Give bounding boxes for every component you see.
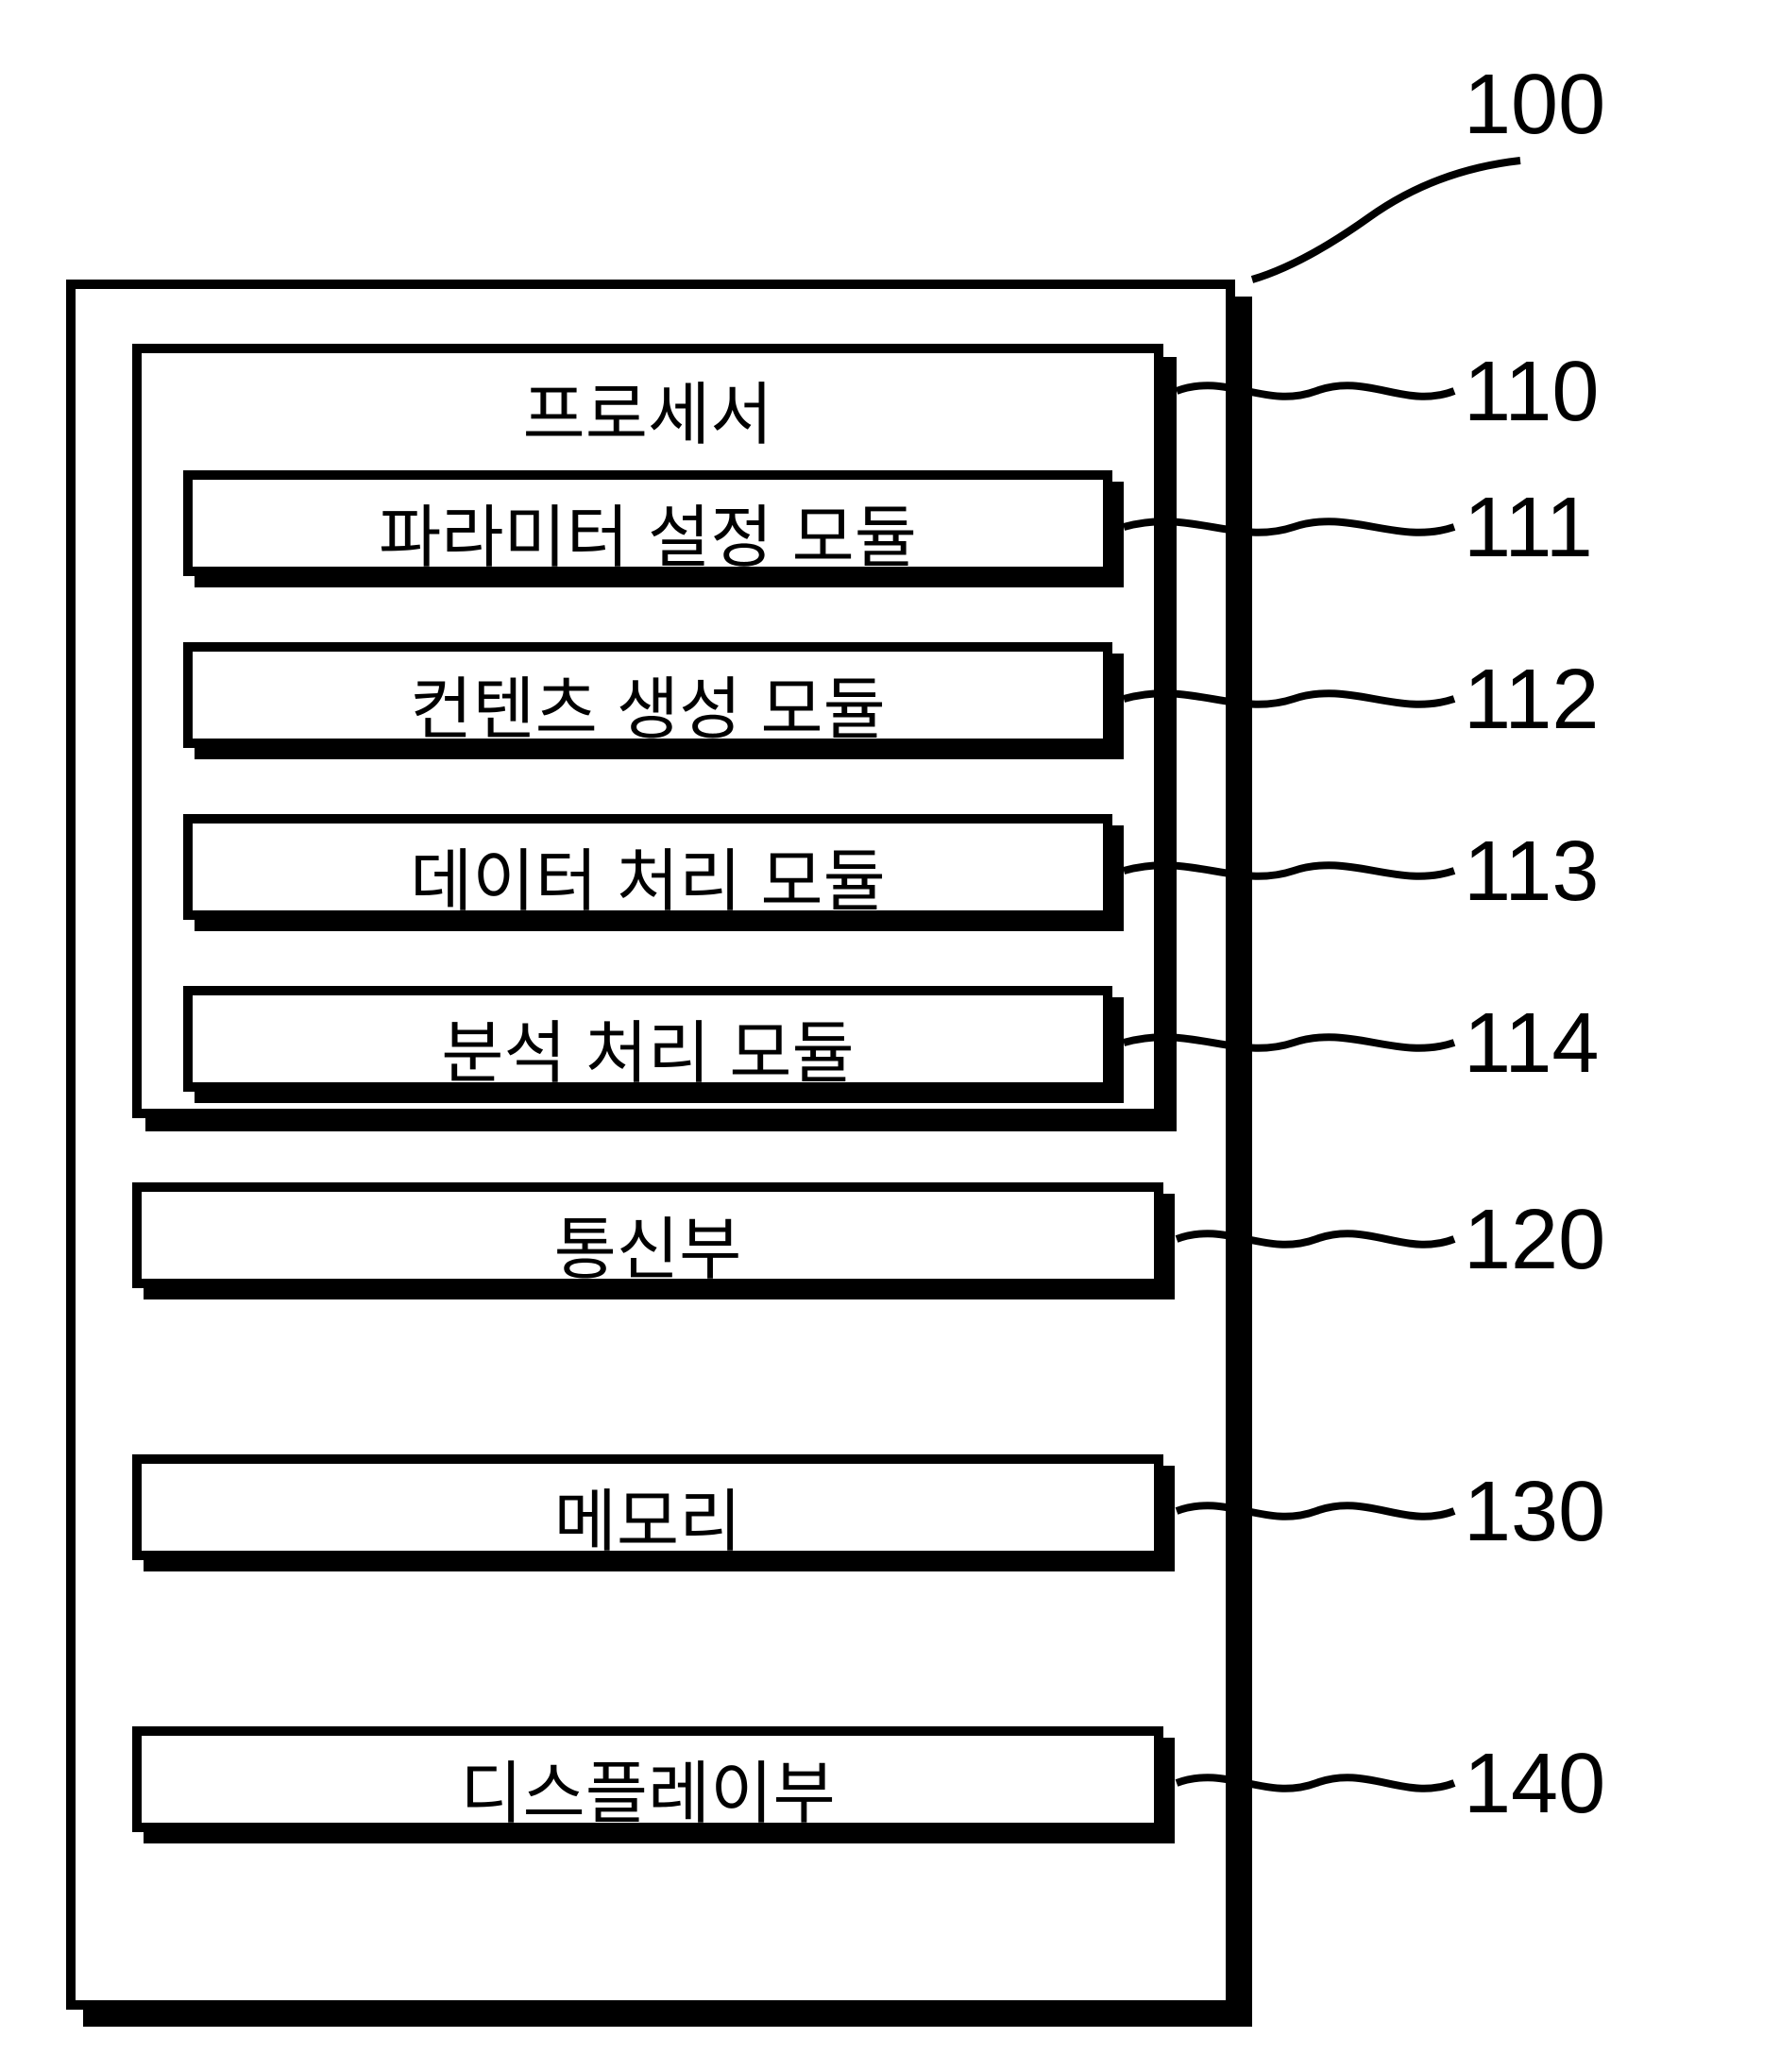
ref-label-112: 112 xyxy=(1464,652,1599,749)
diagram-stage: 프로세서 파라미터 설정 모듈 컨텐츠 생성 모듈 데이터 처리 모듈 분석 처… xyxy=(0,0,1780,2072)
ref-label-140: 140 xyxy=(1464,1736,1605,1833)
bottom-label: 디스플레이부 xyxy=(132,1738,1163,1837)
processor-title: 프로세서 xyxy=(132,359,1163,458)
bottom-label: 통신부 xyxy=(132,1194,1163,1293)
ref-label-110: 110 xyxy=(1464,344,1599,441)
ref-label-130: 130 xyxy=(1464,1464,1605,1561)
ref-label-111: 111 xyxy=(1464,480,1593,577)
module-label: 컨텐츠 생성 모듈 xyxy=(183,654,1112,753)
bottom-label: 메모리 xyxy=(132,1466,1163,1565)
module-label: 분석 처리 모듈 xyxy=(183,997,1112,1096)
ref-label-113: 113 xyxy=(1464,824,1599,921)
module-label: 파라미터 설정 모듈 xyxy=(183,482,1112,581)
ref-label-100: 100 xyxy=(1464,57,1605,154)
ref-label-120: 120 xyxy=(1464,1192,1605,1289)
ref-label-114: 114 xyxy=(1464,995,1599,1093)
module-label: 데이터 처리 모듈 xyxy=(183,825,1112,925)
